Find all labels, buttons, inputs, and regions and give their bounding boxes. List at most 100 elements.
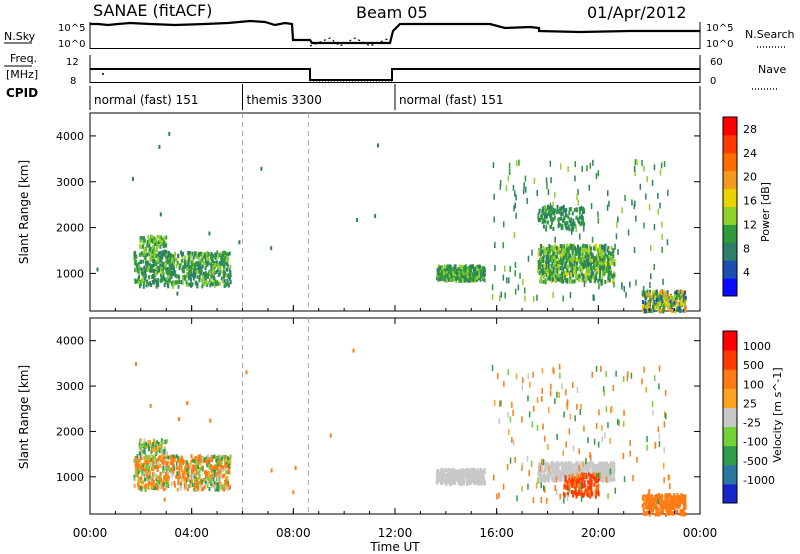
scatter-cell: [154, 486, 157, 491]
scatter-cell: [659, 294, 661, 301]
scatter-cell: [149, 440, 152, 445]
scatter-cell: [167, 465, 170, 470]
scatter-cell: [571, 211, 574, 216]
scatter-cell: [557, 475, 560, 480]
scatter-cell: [471, 264, 474, 269]
scatter-cell: [581, 473, 584, 478]
scatter-cell: [655, 298, 658, 302]
scatter-cell: [133, 483, 136, 488]
scatter-cell: [141, 443, 144, 448]
scatter-cell: [199, 484, 202, 489]
scatter-cell: [609, 468, 612, 475]
scatter-cell: [160, 441, 163, 445]
scatter-cell: [682, 500, 684, 505]
scatter-cell: [595, 260, 598, 265]
colorbar-swatch: [723, 483, 737, 504]
scatter-cell: [511, 437, 513, 443]
scatter-cell: [559, 372, 561, 379]
scatter-cell: [223, 274, 225, 279]
scatter-cell: [222, 272, 225, 276]
scatter-cell: [581, 251, 584, 256]
scatter-cell: [681, 493, 684, 498]
scatter-cell: [550, 383, 552, 390]
scatter-cell: [183, 261, 186, 266]
scatter-cell: [453, 274, 456, 278]
scatter-cell: [140, 259, 142, 264]
scatter-cell: [573, 269, 576, 274]
scatter-cell: [147, 262, 150, 267]
scatter-cell: [447, 268, 450, 273]
scatter-cell: [226, 263, 229, 268]
scatter-cell: [160, 478, 163, 483]
scatter-cell: [176, 260, 179, 265]
scatter-cell: [442, 267, 445, 272]
scatter-cell: [527, 255, 530, 262]
scatter-cell: [196, 284, 199, 289]
scatter-cell: [624, 195, 626, 201]
scatter-cell: [223, 473, 226, 478]
scatter-cell: [646, 444, 648, 451]
scatter-cell: [626, 375, 629, 381]
scatter-cell: [196, 484, 199, 489]
scatter-cell: [151, 467, 154, 472]
scatter-cell: [146, 243, 149, 248]
scatter-cell: [152, 479, 155, 484]
scatter-cell: [453, 480, 456, 485]
scatter-cell: [165, 255, 168, 260]
scatter-cell: [658, 292, 660, 296]
scatter-cell: [202, 486, 204, 491]
scatter-cell: [676, 306, 679, 311]
scatter-cell: [545, 177, 548, 184]
scatter-cell: [215, 482, 217, 486]
scatter-cell: [674, 309, 677, 314]
scatter-cell: [222, 455, 225, 460]
scatter-cell: [460, 265, 463, 270]
scatter-cell: [195, 484, 198, 489]
scatter-cell: [450, 269, 453, 274]
scatter-cell: [575, 483, 578, 488]
scatter-cell: [602, 386, 605, 393]
scatter-cell: [169, 264, 172, 269]
scatter-cell: [199, 251, 202, 256]
scatter-cell: [562, 491, 565, 496]
scatter-cell: [454, 469, 457, 474]
scatter-cell: [543, 485, 545, 492]
scatter-cell: [180, 250, 183, 255]
scatter-cell: [192, 259, 195, 264]
scatter-cell: [198, 475, 201, 480]
scatter-cell: [584, 488, 587, 493]
scatter-cell: [514, 261, 517, 268]
scatter-cell: [594, 494, 597, 499]
scatter-cell: [550, 263, 553, 268]
scatter-cell: [149, 247, 152, 251]
scatter-cell: [172, 454, 175, 459]
scatter-cell: [159, 255, 162, 260]
scatter-cell: [137, 483, 140, 488]
scatter-cell: [227, 283, 230, 288]
scatter-cell: [159, 212, 162, 217]
scatter-cell: [591, 470, 594, 475]
scatter-cell: [605, 474, 608, 479]
scatter-cell: [609, 271, 612, 275]
scatter-cell: [654, 305, 657, 310]
scatter-cell: [655, 505, 658, 510]
scatter-cell: [614, 487, 616, 494]
scatter-cell: [667, 474, 670, 481]
scatter-cell: [558, 392, 560, 399]
velocity-ylabel: Slant Range [km]: [17, 365, 31, 469]
scatter-cell: [181, 276, 184, 281]
scatter-cell: [541, 256, 544, 261]
scatter-cell: [615, 233, 618, 240]
scatter-cell: [542, 218, 545, 223]
scatter-cell: [543, 435, 546, 442]
scatter-cell: [164, 241, 167, 246]
scatter-cell: [155, 262, 158, 267]
scatter-cell: [218, 253, 221, 258]
scatter-cell: [573, 221, 576, 226]
scatter-cell: [574, 248, 577, 252]
scatter-cell: [189, 483, 192, 488]
scatter-cell: [545, 264, 547, 268]
scatter-cell: [614, 243, 616, 250]
scatter-cell: [528, 470, 530, 477]
scatter-cell: [593, 295, 595, 301]
